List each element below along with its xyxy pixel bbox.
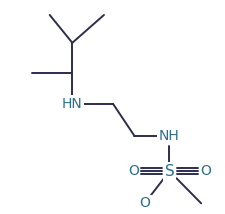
Text: O: O	[139, 196, 149, 210]
Text: HN: HN	[62, 97, 82, 111]
Text: O: O	[199, 164, 210, 178]
Text: NH: NH	[158, 129, 179, 143]
Text: S: S	[164, 164, 174, 179]
Text: O: O	[127, 164, 138, 178]
